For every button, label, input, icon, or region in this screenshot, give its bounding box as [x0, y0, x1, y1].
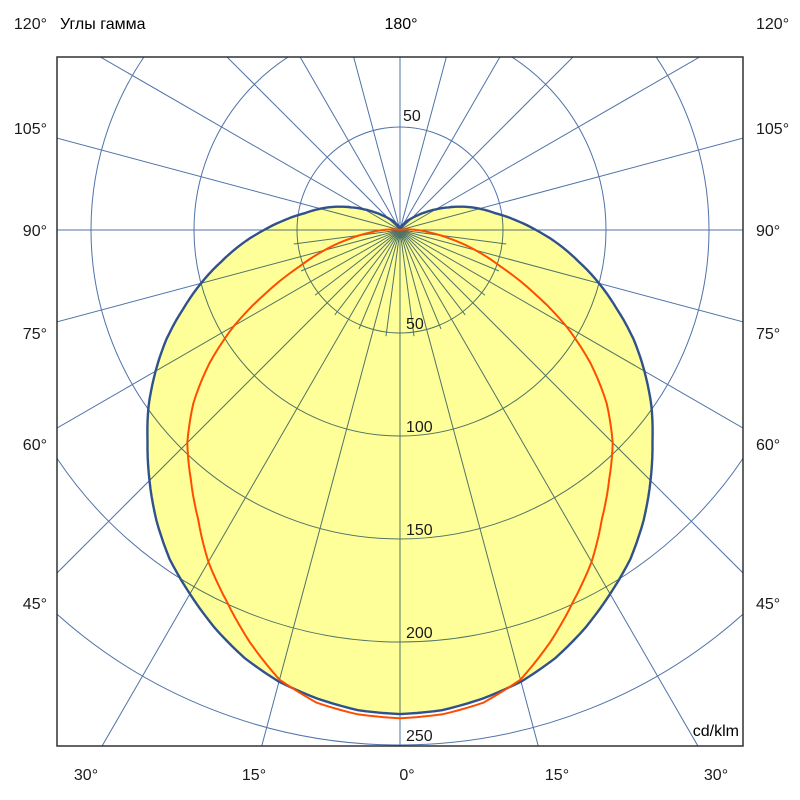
gamma-ray-105	[57, 137, 401, 231]
chart-title: Углы гамма	[60, 16, 146, 33]
bottom-angle-label-4: 30°	[704, 767, 728, 784]
c90-curve	[186, 228, 614, 720]
gamma-ray-150	[299, 57, 401, 231]
bottom-angle-label-3: 15°	[545, 767, 569, 784]
gamma-ray-135	[399, 57, 574, 231]
gamma-label-left-120: 120°	[14, 16, 47, 33]
c0-curve-outline	[146, 205, 654, 716]
chart-frame	[56, 56, 744, 747]
radius-label-50: 50	[406, 316, 424, 333]
c0-curve-fill	[147, 206, 653, 715]
bottom-angle-label-0: 30°	[74, 767, 98, 784]
units-label: cd/klm	[693, 723, 739, 740]
gamma-label-right-90: 90°	[756, 223, 780, 240]
gamma-label-left-45: 45°	[23, 596, 47, 613]
axis-labels: 50 100 150 200 250 50 120° 105° 90° 75° 60° 45° 120°…	[14, 16, 789, 784]
radius-label-150: 150	[406, 522, 433, 539]
bottom-angle-label-1: 15°	[242, 767, 266, 784]
gamma-label-right-105: 105°	[756, 121, 789, 138]
top-gamma-label: 180°	[384, 16, 417, 33]
gamma-label-right-45: 45°	[756, 596, 780, 613]
gamma-label-left-90: 90°	[23, 223, 47, 240]
bottom-angle-label-2: 0°	[399, 767, 414, 784]
gamma-label-right-120: 120°	[756, 16, 789, 33]
gamma-ray-120	[399, 57, 701, 231]
radius-label-250: 250	[406, 728, 433, 745]
gamma-ray-150	[399, 57, 501, 231]
gamma-label-left-75: 75°	[23, 326, 47, 343]
gamma-label-right-75: 75°	[756, 326, 780, 343]
gamma-label-right-60: 60°	[756, 437, 780, 454]
gamma-ray-165	[399, 57, 447, 231]
gamma-ray-105	[399, 137, 743, 231]
radius-label-top-50: 50	[403, 108, 421, 125]
gamma-ray-135	[226, 57, 401, 231]
radius-label-100: 100	[406, 419, 433, 436]
gamma-label-left-105: 105°	[14, 121, 47, 138]
radius-label-200: 200	[406, 625, 433, 642]
gamma-ray-165	[353, 57, 401, 231]
gamma-ray-120	[99, 57, 401, 231]
gamma-label-left-60: 60°	[23, 437, 47, 454]
intensity-curves	[146, 205, 654, 720]
